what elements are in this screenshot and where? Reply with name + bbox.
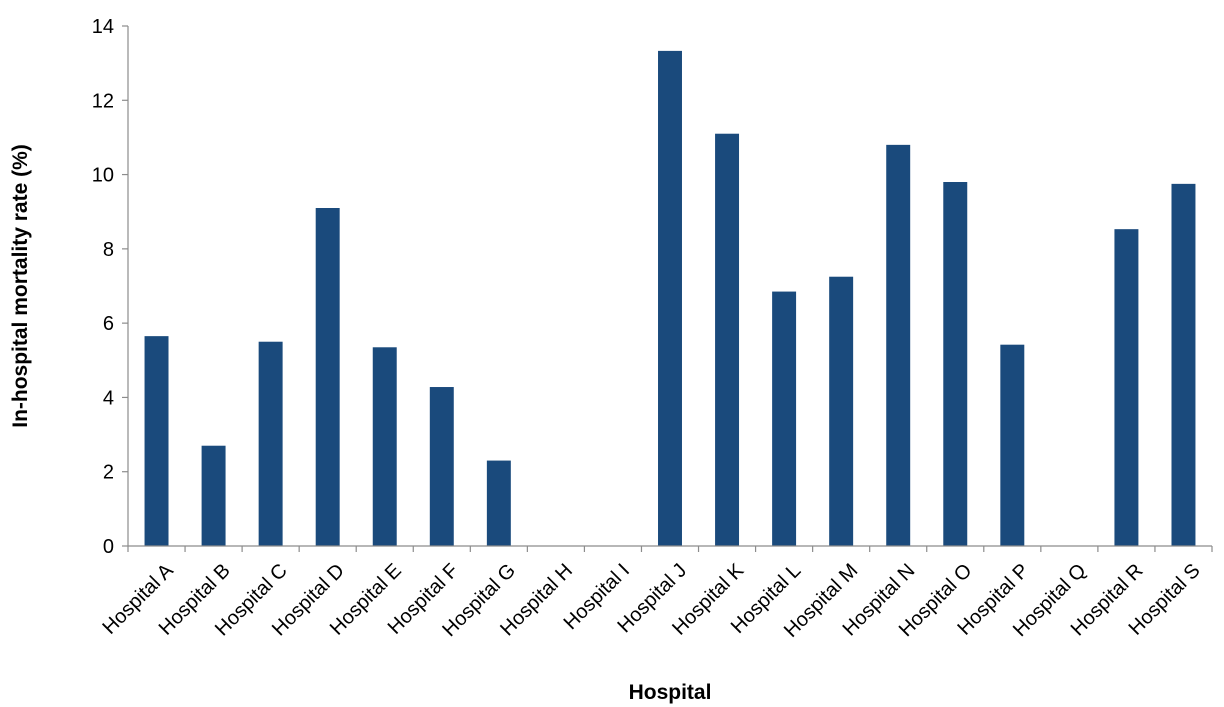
- y-axis-title: In-hospital mortality rate (%): [9, 144, 32, 428]
- bar-hospital-m: [829, 276, 854, 546]
- y-tick-label: 8: [103, 239, 114, 261]
- bar-hospital-s: [1171, 183, 1196, 546]
- bar-hospital-n: [886, 144, 911, 546]
- bar-hospital-o: [943, 182, 968, 546]
- bar-hospital-k: [715, 133, 740, 546]
- bars-group: [144, 50, 1196, 547]
- y-tick-label: 14: [92, 16, 114, 38]
- x-axis-title: Hospital: [629, 681, 712, 704]
- bar-hospital-f: [429, 387, 454, 546]
- bar-hospital-a: [144, 336, 169, 546]
- y-tick-label: 10: [92, 165, 114, 187]
- bar-hospital-j: [658, 50, 682, 547]
- y-axis-ticks: 0 2 4 6 8 10 12 14: [92, 16, 128, 558]
- bar-hospital-b: [201, 445, 226, 546]
- bar-hospital-e: [372, 347, 397, 546]
- bar-hospital-l: [772, 291, 797, 546]
- y-tick-label: 2: [103, 462, 114, 484]
- y-tick-label: 12: [92, 90, 114, 112]
- bar-hospital-c: [258, 341, 283, 546]
- bar-hospital-r: [1114, 229, 1139, 546]
- bar-hospital-g: [486, 460, 511, 546]
- bar-hospital-d: [315, 208, 340, 546]
- bar-hospital-p: [1000, 344, 1025, 546]
- y-tick-label: 0: [103, 536, 114, 558]
- y-tick-label: 6: [103, 313, 114, 335]
- y-tick-label: 4: [103, 387, 114, 409]
